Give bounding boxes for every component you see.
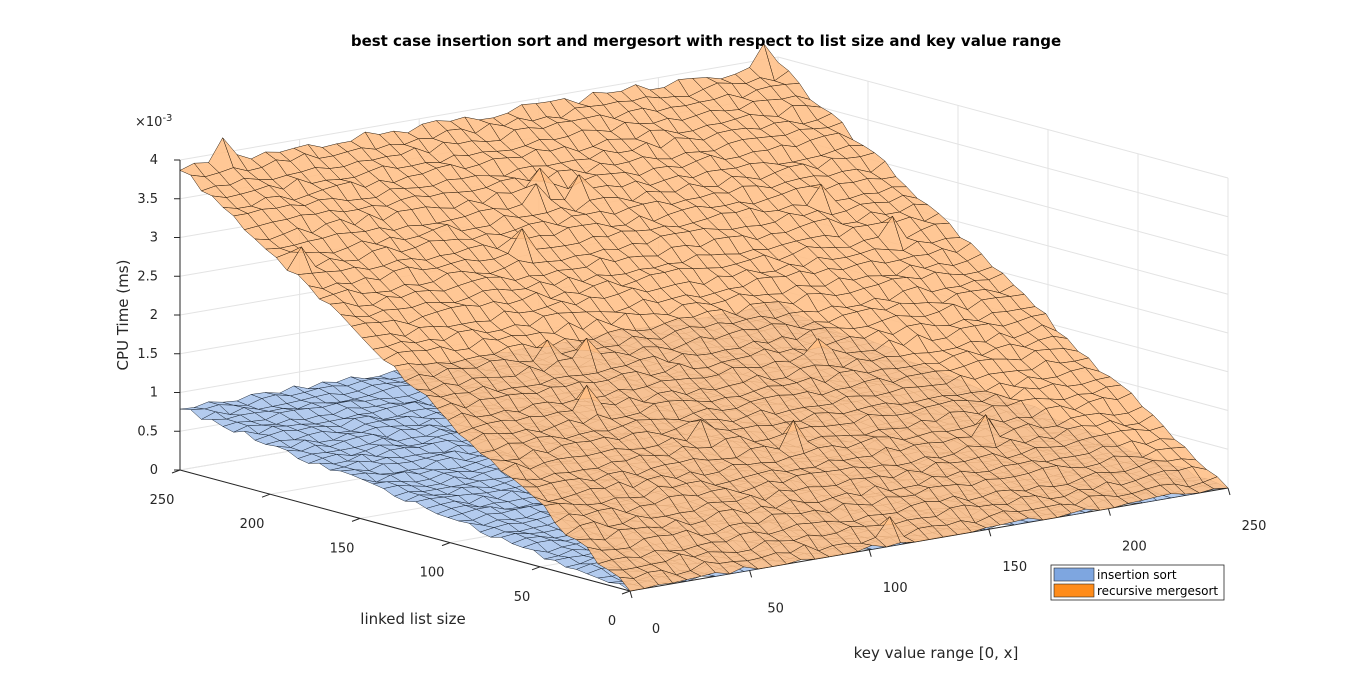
surface-cell bbox=[1202, 476, 1229, 489]
x-tick-mark bbox=[1107, 508, 1111, 516]
chart-title: best case insertion sort and mergesort w… bbox=[351, 32, 1061, 50]
z-tick-label: 3.5 bbox=[137, 192, 158, 207]
x-tick-label: 200 bbox=[1122, 540, 1147, 555]
grid-line bbox=[179, 56, 779, 161]
legend-swatch-insertion-sort bbox=[1053, 567, 1095, 582]
legend-label-recursive-mergesort: recursive mergesort bbox=[1097, 584, 1218, 598]
z-tick-label: 0 bbox=[150, 463, 158, 478]
x-tick-label: 150 bbox=[1002, 560, 1027, 575]
z-tick-label: 2.5 bbox=[137, 269, 158, 284]
x-axis-label: key value range [0, x] bbox=[854, 644, 1019, 662]
y-tick-mark bbox=[261, 493, 271, 498]
y-tick-mark bbox=[621, 590, 631, 595]
x-tick-label: 0 bbox=[652, 622, 660, 637]
y-tick-mark bbox=[171, 469, 181, 474]
surface-1 bbox=[179, 43, 1229, 592]
y-axis-line bbox=[179, 469, 631, 592]
z-tick-label: 2 bbox=[150, 308, 158, 323]
z-axis-label: CPU Time (ms) bbox=[114, 260, 132, 371]
grid-line bbox=[777, 95, 1229, 218]
x-tick-mark bbox=[1227, 487, 1231, 496]
x-tick-mark bbox=[988, 529, 992, 537]
x-tick-label: 50 bbox=[767, 601, 784, 616]
y-tick-mark bbox=[351, 517, 361, 522]
surfaces bbox=[179, 43, 1229, 592]
x-tick-mark bbox=[749, 570, 753, 578]
z-tick-label: 1 bbox=[150, 386, 158, 401]
z-tick-label: 0.5 bbox=[137, 424, 158, 439]
z-exponent-label: ×10-3 bbox=[135, 113, 172, 130]
y-tick-mark bbox=[441, 542, 451, 547]
y-tick-mark bbox=[531, 566, 541, 571]
z-tick-label: 3 bbox=[150, 231, 158, 246]
y-tick-label: 250 bbox=[150, 493, 175, 508]
y-tick-label: 100 bbox=[420, 566, 445, 581]
z-tick-label: 4 bbox=[150, 153, 158, 168]
legend-swatch-recursive-mergesort bbox=[1053, 583, 1095, 598]
legend-label-insertion-sort: insertion sort bbox=[1097, 568, 1177, 582]
z-tick-label: 1.5 bbox=[137, 347, 158, 362]
grid-line bbox=[777, 56, 1229, 179]
x-tick-label: 250 bbox=[1242, 519, 1267, 534]
x-tick-label: 100 bbox=[883, 581, 908, 596]
y-tick-label: 200 bbox=[240, 517, 265, 532]
y-tick-label: 150 bbox=[330, 541, 355, 556]
tick-labels: 0 0.5 1 1.5 2 2.5 3 3.5 4 0 50 100 150 200 250 0 50 100 15… bbox=[137, 153, 1266, 637]
y-axis-label: linked list size bbox=[360, 610, 465, 628]
y-tick-label: 50 bbox=[514, 590, 531, 605]
x-tick-mark bbox=[868, 549, 872, 557]
x-tick-mark bbox=[629, 590, 633, 599]
y-tick-label: 0 bbox=[608, 614, 616, 629]
legend: insertion sort recursive mergesort bbox=[1050, 564, 1225, 601]
